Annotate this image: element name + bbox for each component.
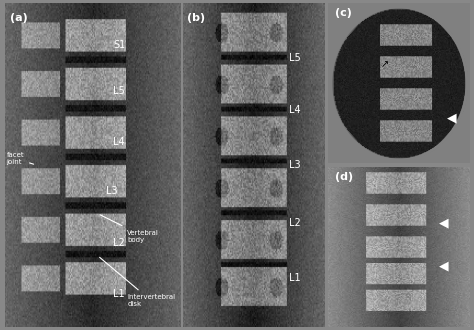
Text: (d): (d) [335, 172, 353, 182]
Text: ◀: ◀ [439, 217, 448, 230]
Text: L3: L3 [106, 186, 118, 196]
Text: L4: L4 [113, 137, 125, 148]
Text: (b): (b) [187, 13, 205, 23]
Text: L5: L5 [113, 85, 125, 96]
Text: Intervertebral
disk: Intervertebral disk [100, 257, 175, 307]
Text: ↗: ↗ [380, 59, 388, 69]
Text: L1: L1 [289, 273, 301, 283]
Text: (a): (a) [10, 13, 28, 23]
Text: L3: L3 [289, 160, 301, 170]
Text: Vertebral
body: Vertebral body [100, 215, 159, 243]
Text: L2: L2 [113, 238, 125, 248]
Text: ◀: ◀ [439, 260, 448, 273]
Text: (c): (c) [335, 8, 352, 18]
Text: L5: L5 [289, 53, 301, 63]
Text: facet
joint: facet joint [7, 152, 34, 165]
Text: S1: S1 [113, 40, 126, 50]
Text: ◀: ◀ [447, 112, 457, 124]
Text: L1: L1 [113, 289, 125, 299]
Text: L4: L4 [289, 105, 301, 115]
Text: L2: L2 [289, 218, 301, 228]
